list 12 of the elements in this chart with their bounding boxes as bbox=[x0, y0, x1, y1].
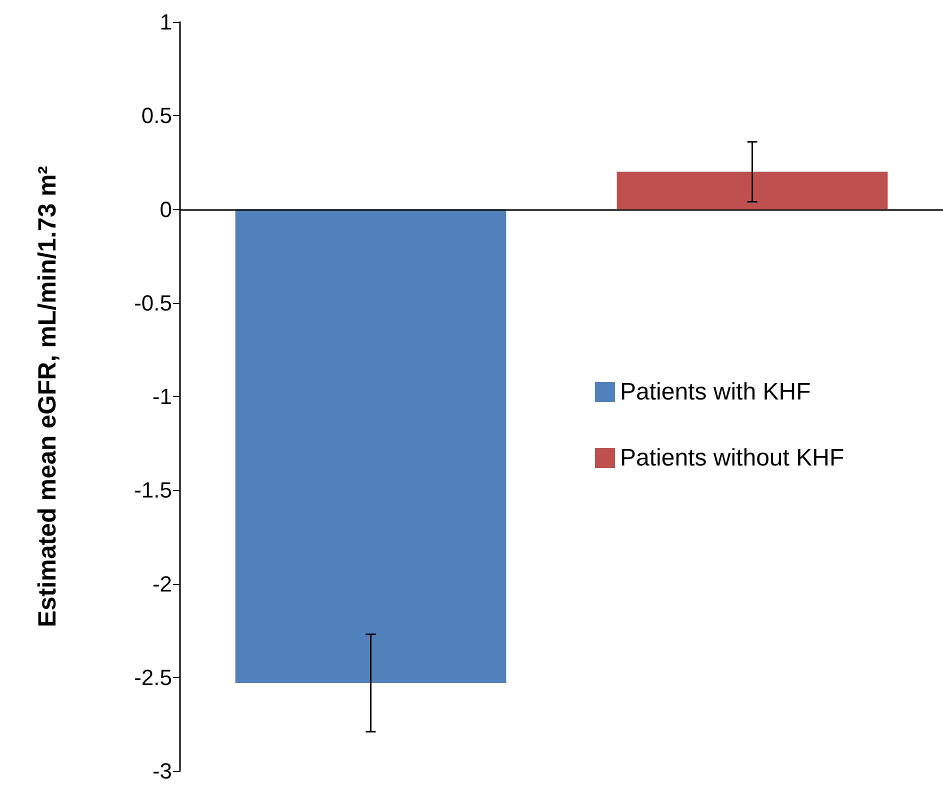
y-axis-title: Estimated mean eGFR, mL/min/1.73 m² bbox=[34, 166, 62, 628]
legend-label: Patients with KHF bbox=[620, 378, 811, 406]
y-tick-label: -2 bbox=[152, 571, 172, 596]
y-tick-label: -3 bbox=[152, 758, 172, 784]
legend-label: Patients without KHF bbox=[620, 444, 844, 472]
y-tick-label: 0 bbox=[160, 196, 172, 222]
y-tick-label: -0.5 bbox=[134, 290, 172, 316]
y-tick-label: -2.5 bbox=[134, 664, 172, 690]
y-tick-label: -1 bbox=[152, 384, 172, 409]
y-tick-label: 1 bbox=[160, 10, 172, 34]
y-tick-label: 0.5 bbox=[141, 103, 172, 128]
y-tick-label: -1.5 bbox=[134, 478, 172, 503]
